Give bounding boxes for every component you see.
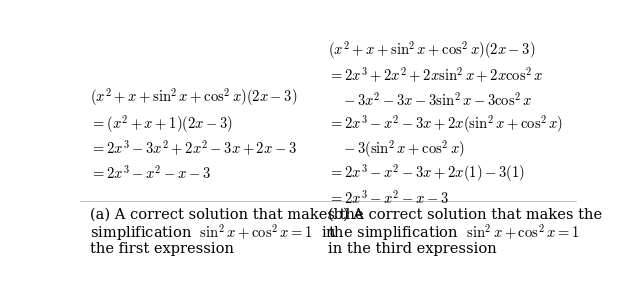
Text: $= 2x^3 - x^2 - x - 3$: $= 2x^3 - x^2 - x - 3$	[90, 164, 211, 182]
Text: $= (x^2 + x + 1)(2x - 3)$: $= (x^2 + x + 1)(2x - 3)$	[90, 113, 233, 135]
Text: the first expression: the first expression	[90, 242, 234, 256]
Text: $(x^2 + x + \sin^2 x + \cos^2 x)(2x - 3)$: $(x^2 + x + \sin^2 x + \cos^2 x)(2x - 3)…	[328, 39, 535, 61]
Text: (b) A correct solution that makes the: (b) A correct solution that makes the	[328, 208, 602, 222]
Text: $\quad - 3x^2 - 3x - 3\sin^2 x - 3\cos^2 x$: $\quad - 3x^2 - 3x - 3\sin^2 x - 3\cos^2…	[328, 90, 532, 108]
Text: $= 2x^3 - x^2 - 3x + 2x(\sin^2 x + \cos^2 x)$: $= 2x^3 - x^2 - 3x + 2x(\sin^2 x + \cos^…	[328, 113, 563, 135]
Text: simplification  $\sin^2 x + \cos^2 x = 1$  in: simplification $\sin^2 x + \cos^2 x = 1$…	[90, 222, 337, 243]
Text: $= 2x^3 - x^2 - x - 3$: $= 2x^3 - x^2 - x - 3$	[328, 189, 449, 207]
Text: $= 2x^3 - 3x^2 + 2x^2 - 3x + 2x - 3$: $= 2x^3 - 3x^2 + 2x^2 - 3x + 2x - 3$	[90, 139, 296, 158]
Text: $= 2x^3 + 2x^2 + 2x\sin^2 x + 2x\cos^2 x$: $= 2x^3 + 2x^2 + 2x\sin^2 x + 2x\cos^2 x…	[328, 65, 543, 85]
Text: in the third expression: in the third expression	[328, 242, 497, 256]
Text: the simplification  $\sin^2 x + \cos^2 x = 1$: the simplification $\sin^2 x + \cos^2 x …	[328, 222, 579, 243]
Text: (a) A correct solution that makes the: (a) A correct solution that makes the	[90, 208, 364, 222]
Text: $= 2x^3 - x^2 - 3x + 2x(1) - 3(1)$: $= 2x^3 - x^2 - 3x + 2x(1) - 3(1)$	[328, 162, 525, 184]
Text: $\quad - 3(\sin^2 x + \cos^2 x)$: $\quad - 3(\sin^2 x + \cos^2 x)$	[328, 138, 465, 160]
Text: $(x^2 + x + \sin^2 x + \cos^2 x)(2x - 3)$: $(x^2 + x + \sin^2 x + \cos^2 x)(2x - 3)…	[90, 86, 297, 108]
